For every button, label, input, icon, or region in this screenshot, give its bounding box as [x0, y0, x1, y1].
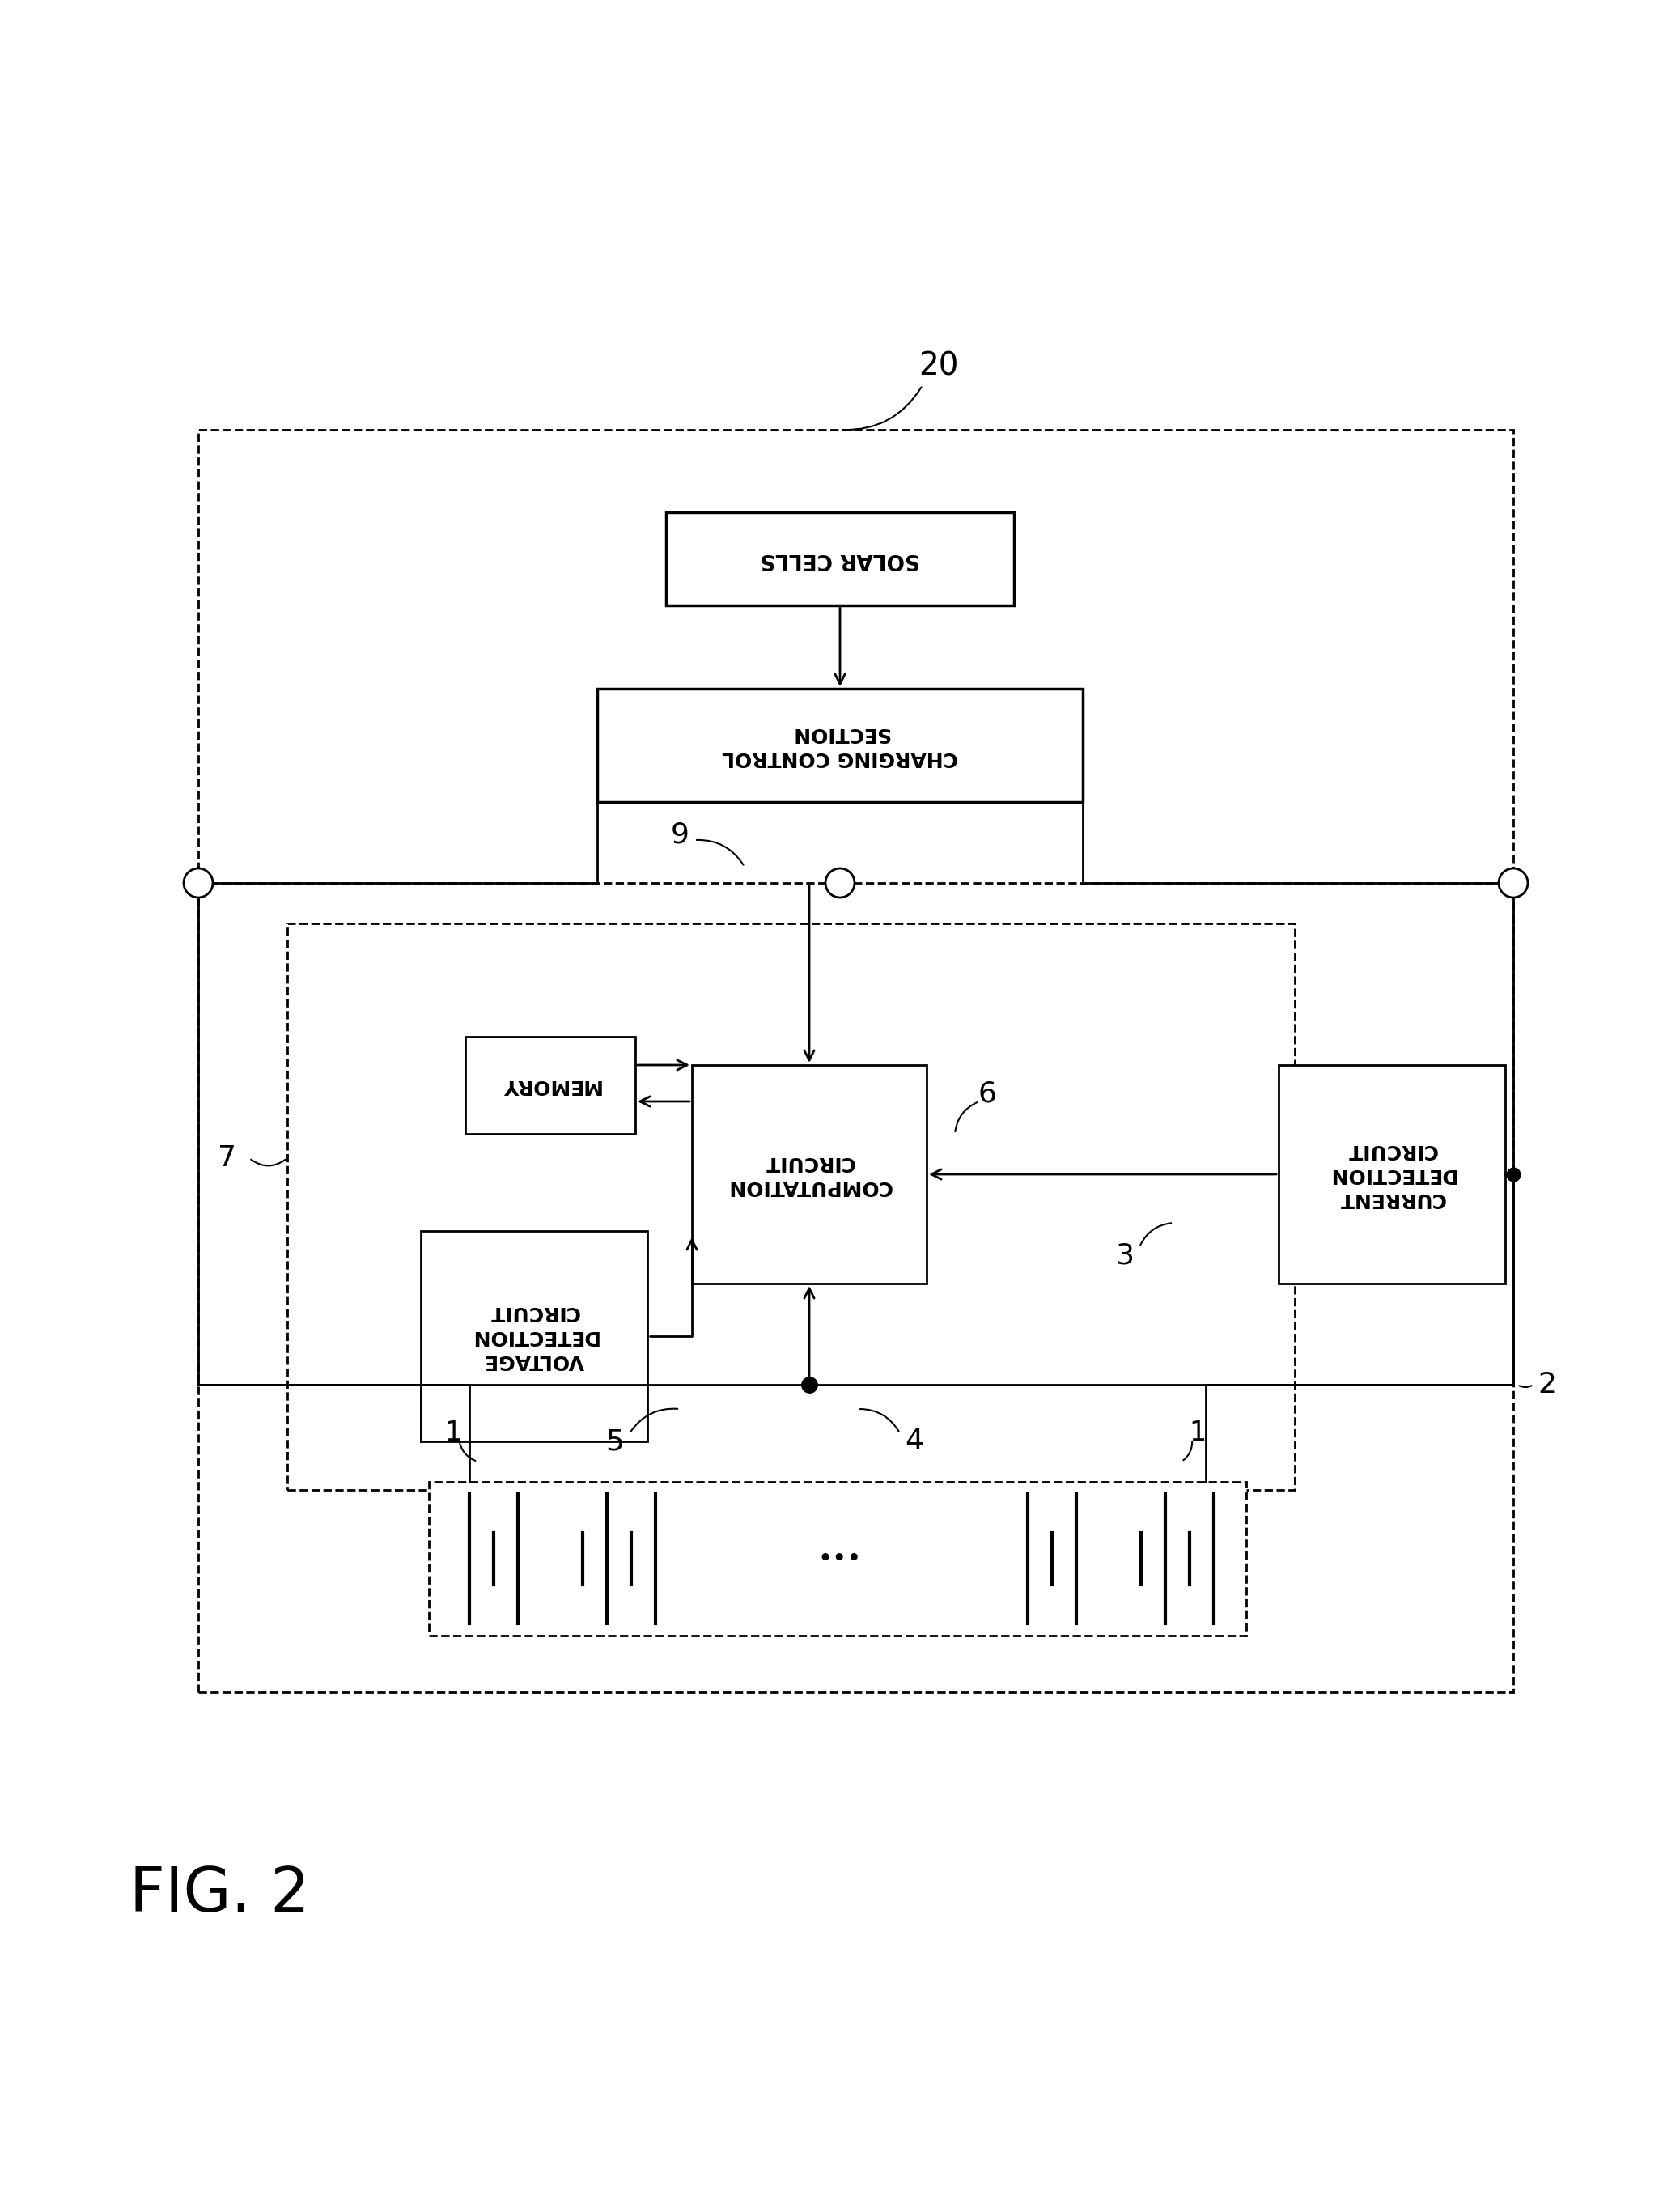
Text: 6: 6 — [978, 1079, 996, 1108]
Circle shape — [183, 869, 213, 897]
Circle shape — [825, 869, 855, 897]
FancyBboxPatch shape — [1278, 1064, 1505, 1283]
Text: •••: ••• — [818, 1547, 862, 1571]
Text: 1: 1 — [1189, 1420, 1206, 1446]
Text: VOLTAGE
DETECTION
CIRCUIT: VOLTAGE DETECTION CIRCUIT — [470, 1303, 598, 1369]
FancyBboxPatch shape — [428, 1481, 1247, 1635]
FancyBboxPatch shape — [665, 511, 1015, 606]
Text: 7: 7 — [217, 1145, 235, 1172]
FancyBboxPatch shape — [420, 1231, 647, 1441]
Text: SOLAR CELLS: SOLAR CELLS — [759, 548, 921, 570]
Text: MEMORY: MEMORY — [501, 1075, 600, 1095]
Text: 9: 9 — [670, 821, 689, 849]
Text: FIG. 2: FIG. 2 — [129, 1865, 309, 1924]
Text: 2: 2 — [1537, 1371, 1556, 1398]
FancyBboxPatch shape — [465, 1038, 635, 1134]
FancyBboxPatch shape — [596, 689, 1084, 803]
Text: COMPUTATION
CIRCUIT: COMPUTATION CIRCUIT — [727, 1152, 892, 1196]
Text: 20: 20 — [919, 351, 959, 382]
Text: CURRENT
DETECTION
CIRCUIT: CURRENT DETECTION CIRCUIT — [1327, 1141, 1457, 1209]
Text: 3: 3 — [1116, 1242, 1134, 1268]
FancyBboxPatch shape — [692, 1064, 927, 1283]
Circle shape — [1499, 869, 1527, 897]
Text: CHARGING CONTROL
SECTION: CHARGING CONTROL SECTION — [722, 724, 958, 768]
Text: 4: 4 — [906, 1428, 924, 1455]
Text: 5: 5 — [606, 1428, 625, 1455]
Text: 1: 1 — [445, 1420, 462, 1446]
